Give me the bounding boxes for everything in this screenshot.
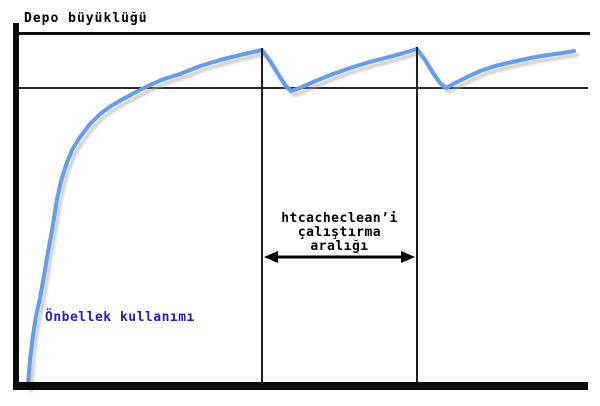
curve-label: Önbellek kullanımı	[45, 310, 195, 325]
y-axis-title: Depo büyüklüğü	[24, 11, 148, 26]
y-axis-bar	[13, 23, 19, 390]
arrow-head-right-icon	[401, 251, 415, 263]
interval-label: htcacheclean’i çalıştırma aralığı	[281, 211, 398, 254]
interval-arrow	[264, 251, 415, 263]
curve-shadow	[29, 51, 579, 392]
arrow-head-left-icon	[264, 251, 278, 263]
x-axis-bar	[13, 382, 588, 390]
cache-usage-curve	[26, 47, 576, 388]
